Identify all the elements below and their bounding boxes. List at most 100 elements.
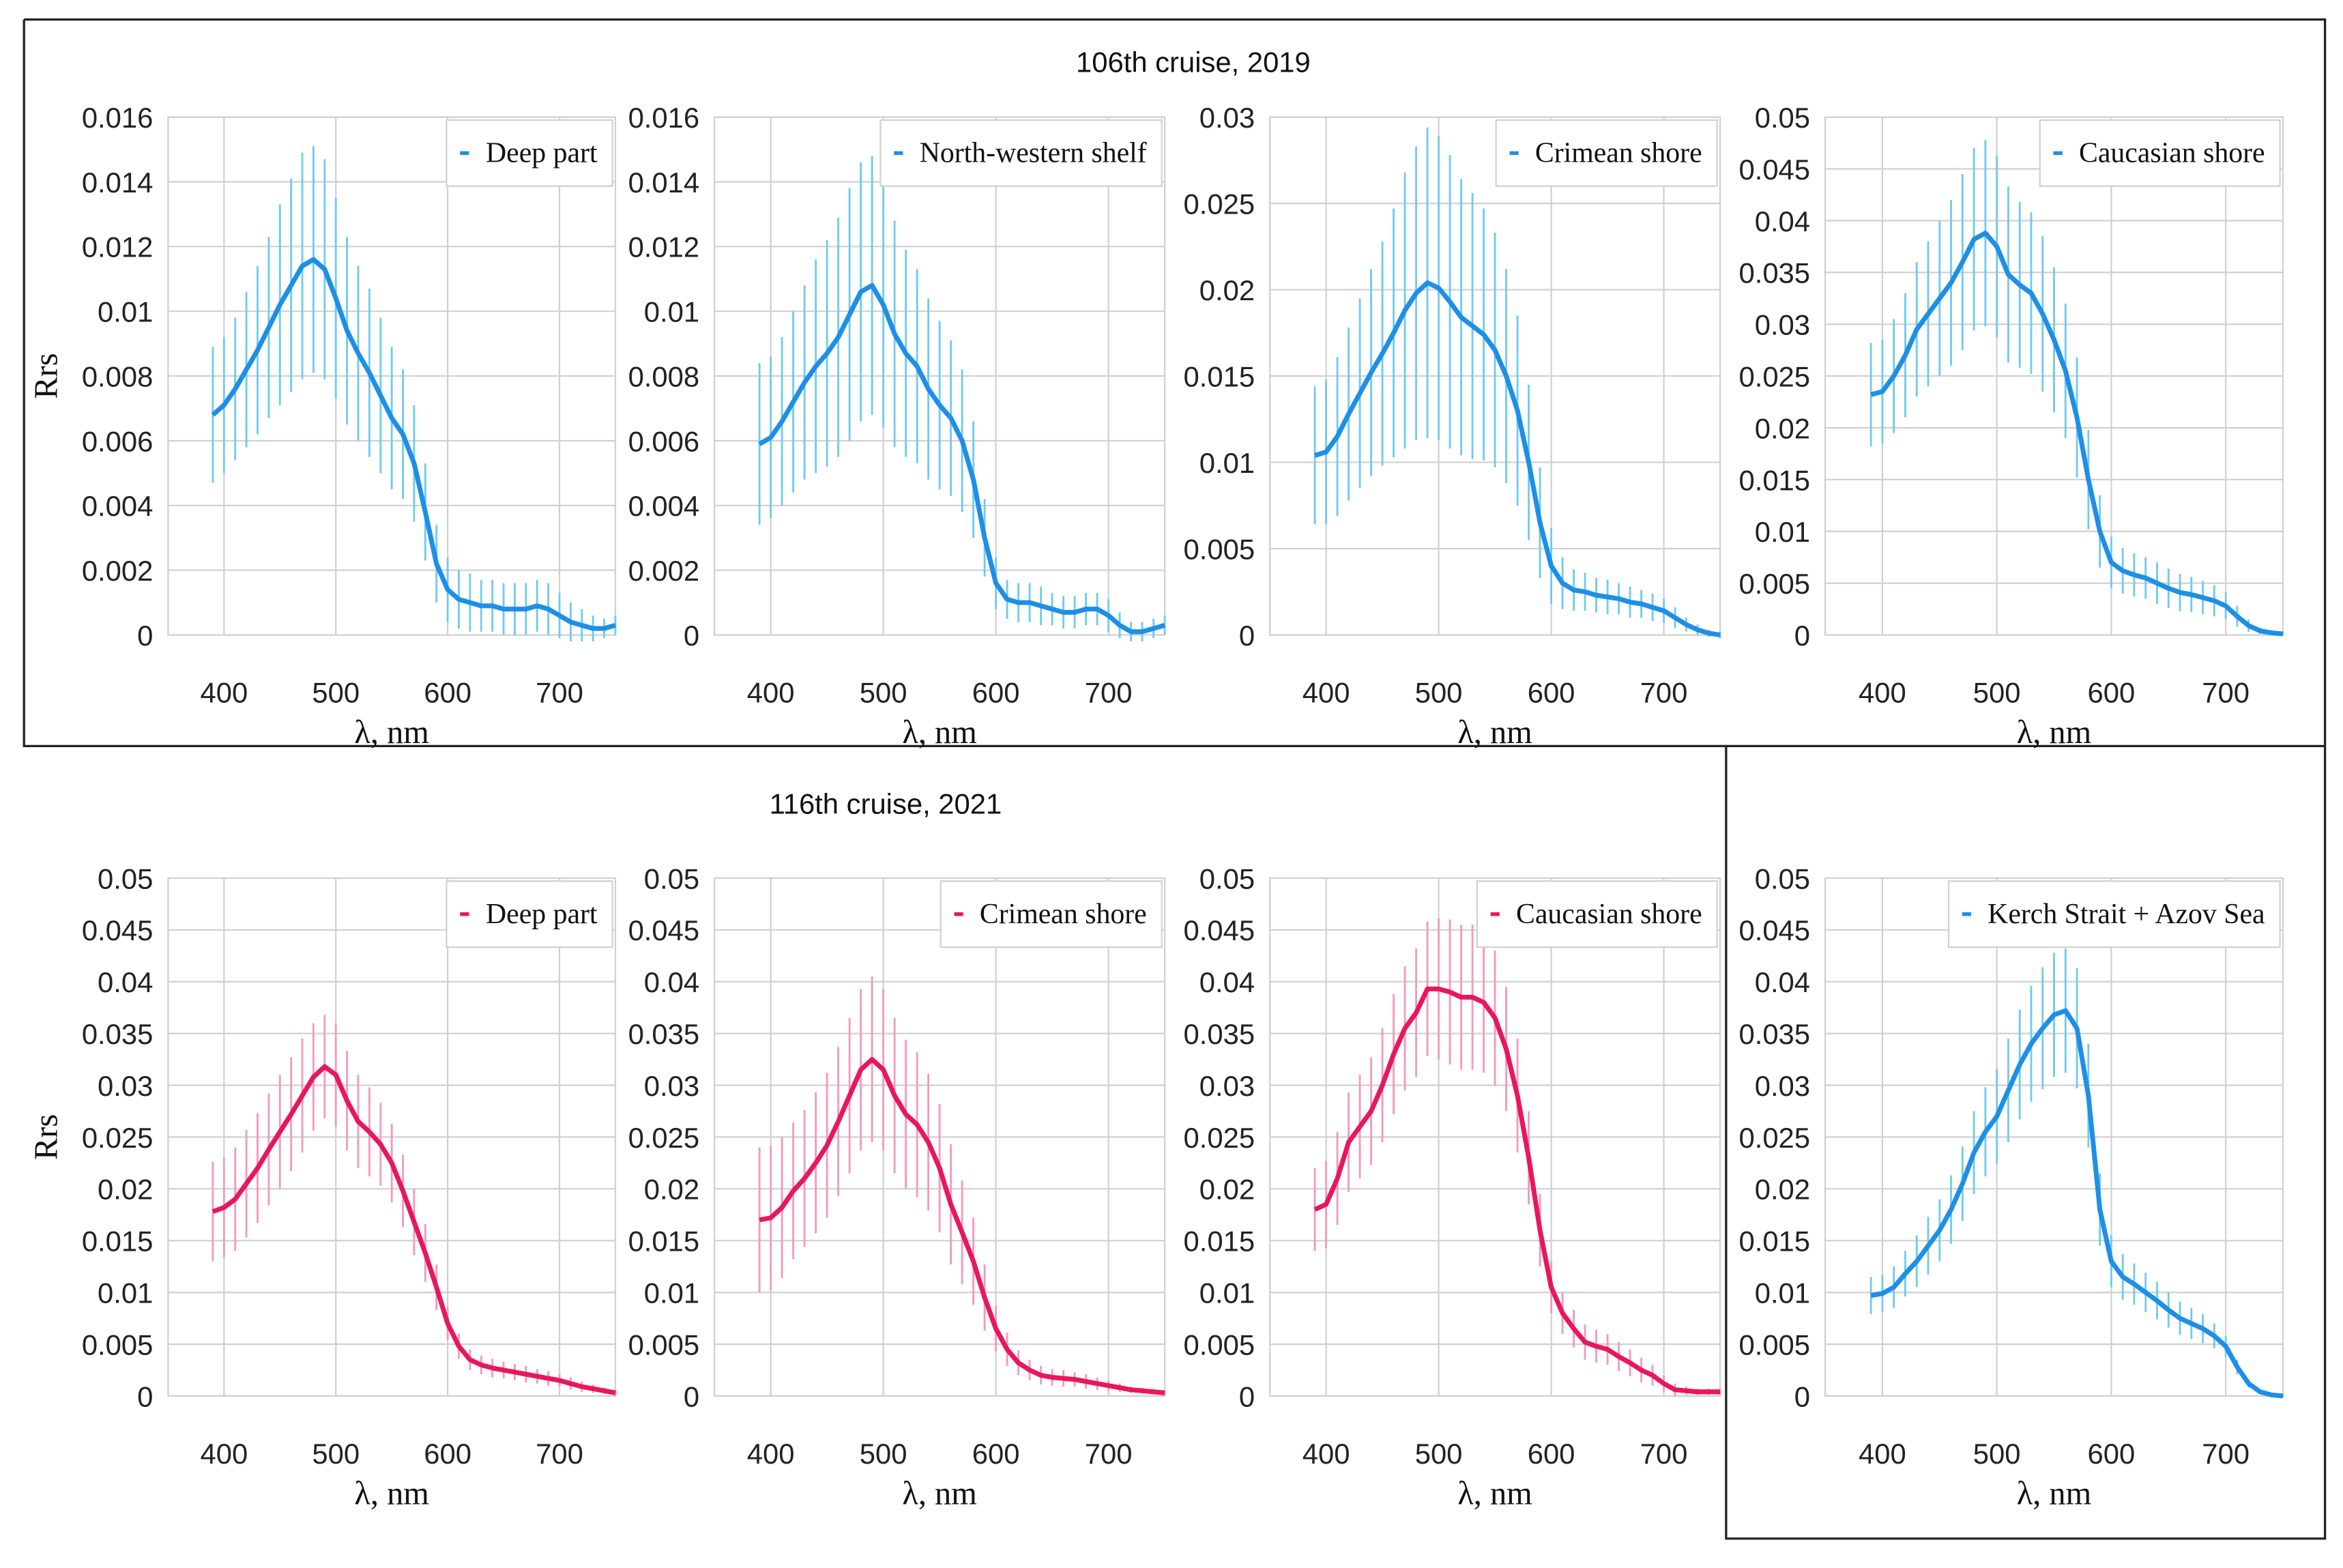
x-tick-label: 700 <box>1640 1438 1688 1470</box>
y-tick-label: 0.015 <box>1738 1225 1810 1258</box>
x-tick-label: 500 <box>860 677 907 709</box>
y-tick-label: 0.04 <box>1199 966 1255 998</box>
frame <box>23 18 2327 1540</box>
x-tick-label: 400 <box>1303 1438 1350 1470</box>
y-tick-label: 0.01 <box>98 296 153 328</box>
y-tick-label: 0 <box>1794 620 1810 652</box>
y-tick-label: 0.025 <box>1184 188 1255 220</box>
y-tick-label: 0.045 <box>1184 914 1255 946</box>
x-tick-label: 700 <box>1640 677 1688 709</box>
y-tick-label: 0.03 <box>1755 1070 1810 1102</box>
x-tick-label: 500 <box>312 677 360 709</box>
y-tick-label: 0.006 <box>82 425 154 457</box>
x-axis-label: λ, nm <box>1457 714 1532 751</box>
y-tick-label: 0.05 <box>98 862 153 895</box>
series-line <box>758 282 1166 635</box>
plot-border <box>1824 877 2284 1397</box>
legend-label: Crimean shore <box>1535 138 1702 169</box>
y-tick-label: 0.02 <box>1755 1174 1810 1206</box>
y-tick-label: 0.004 <box>82 490 154 522</box>
y-tick-label: 0.03 <box>644 1070 699 1102</box>
x-tick-label: 600 <box>424 677 471 709</box>
legend: Crimean shore <box>940 880 1163 948</box>
section-title: 116th cruise, 2021 <box>770 787 1002 819</box>
y-tick-label: 0.03 <box>98 1070 153 1102</box>
y-tick-label: 0.014 <box>628 166 700 199</box>
legend: Crimean shore <box>1495 119 1718 187</box>
legend-box <box>446 119 613 187</box>
legend-label: Deep part <box>486 138 598 169</box>
y-tick-label: 0.02 <box>1199 1174 1255 1206</box>
x-axis-label: λ, nm <box>354 714 428 751</box>
section-title: 106th cruise, 2019 <box>1076 46 1311 78</box>
y-tick-label: 0.002 <box>628 555 700 587</box>
y-tick-label: 0.005 <box>1184 533 1255 565</box>
x-tick-label: 400 <box>200 1438 248 1470</box>
plot-border <box>714 116 1166 636</box>
x-tick-label: 700 <box>536 677 583 709</box>
y-tick-label: 0.05 <box>1755 102 1810 134</box>
y-tick-label: 0.01 <box>644 1277 699 1309</box>
y-tick-label: 0.014 <box>82 166 154 199</box>
legend-box <box>1947 880 2281 948</box>
legend: North-western shelf <box>879 119 1163 187</box>
legend: Kerch Strait + Azov Sea <box>1947 880 2281 948</box>
legend: Deep part <box>446 119 613 187</box>
plot-border <box>714 877 1166 1397</box>
y-tick-label: 0.01 <box>1755 516 1810 548</box>
y-tick-label: 0.025 <box>1738 1122 1810 1154</box>
y-tick-label: 0.002 <box>82 555 154 587</box>
plot-border <box>1268 877 1721 1397</box>
y-tick-label: 0.012 <box>82 231 154 263</box>
y-tick-label: 0.035 <box>1738 1018 1810 1050</box>
x-axis-label: λ, nm <box>2017 714 2091 751</box>
x-tick-label: 400 <box>1303 677 1350 709</box>
y-tick-label: 0.005 <box>82 1329 154 1361</box>
series-line <box>759 1057 1165 1395</box>
y-tick-label: 0.015 <box>628 1225 700 1258</box>
x-tick-label: 500 <box>1415 677 1463 709</box>
y-tick-label: 0 <box>137 620 153 652</box>
y-tick-label: 0.008 <box>628 360 700 392</box>
x-tick-label: 700 <box>1085 1438 1133 1470</box>
x-axis-label: λ, nm <box>902 714 976 751</box>
series-line <box>1870 231 2284 637</box>
x-tick-label: 400 <box>1859 1438 1906 1470</box>
x-tick-label: 500 <box>1973 677 2021 709</box>
x-tick-label: 600 <box>972 677 1020 709</box>
y-tick-label: 0.01 <box>644 296 699 328</box>
legend-label: Kerch Strait + Azov Sea <box>1988 899 2265 930</box>
y-tick-label: 0.015 <box>1184 360 1255 392</box>
y-tick-label: 0.01 <box>1755 1277 1810 1309</box>
y-tick-label: 0.02 <box>1755 412 1810 444</box>
legend-box <box>1495 119 1718 187</box>
y-tick-label: 0.045 <box>1738 914 1810 946</box>
y-tick-label: 0.035 <box>1738 257 1810 289</box>
x-axis-label: λ, nm <box>354 1475 428 1511</box>
series-line <box>1314 280 1721 638</box>
y-tick-label: 0.045 <box>628 914 700 946</box>
y-tick-label: 0.012 <box>628 231 700 263</box>
y-tick-label: 0.02 <box>1199 274 1255 306</box>
y-tick-label: 0.016 <box>628 102 700 134</box>
y-tick-label: 0.03 <box>1755 309 1810 341</box>
y-tick-label: 0.01 <box>1199 1277 1255 1309</box>
x-tick-label: 700 <box>2202 677 2250 709</box>
series-line <box>1313 986 1721 1395</box>
series-line <box>211 257 616 631</box>
x-tick-label: 600 <box>2088 1438 2136 1470</box>
y-tick-label: 0.025 <box>82 1122 154 1154</box>
x-tick-label: 600 <box>972 1438 1020 1470</box>
x-tick-label: 500 <box>1415 1438 1463 1470</box>
y-tick-label: 0.025 <box>1184 1122 1255 1154</box>
x-tick-label: 500 <box>1973 1438 2021 1470</box>
x-tick-label: 700 <box>2202 1438 2250 1470</box>
y-tick-label: 0 <box>1239 1380 1255 1412</box>
legend: Caucasian shore <box>2039 119 2281 187</box>
y-tick-label: 0.01 <box>1199 447 1255 479</box>
plot-border <box>167 877 617 1397</box>
x-axis-label: λ, nm <box>902 1475 976 1511</box>
legend-box <box>879 119 1163 187</box>
